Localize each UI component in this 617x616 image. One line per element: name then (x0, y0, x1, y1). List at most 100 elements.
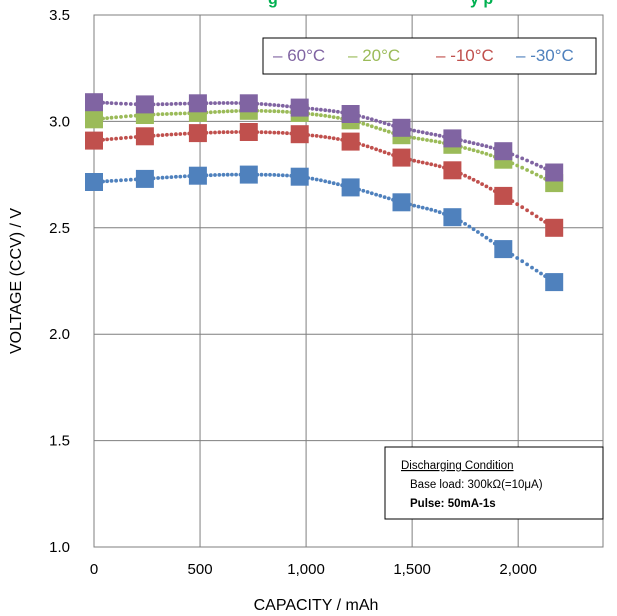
trend-dot (156, 112, 161, 117)
legend-label-20c: 20°C (362, 46, 400, 65)
trend-dot (382, 195, 387, 200)
trend-dot (484, 184, 489, 189)
data-point (341, 132, 360, 151)
trend-dot (378, 148, 383, 153)
trend-dot (386, 151, 391, 156)
trend-dot (369, 191, 374, 196)
trend-dot (314, 177, 319, 182)
trend-dot (280, 109, 285, 114)
trend-dot (230, 109, 234, 114)
trend-dot (280, 173, 285, 178)
trend-dot (382, 150, 387, 155)
series--10c (85, 123, 564, 237)
trend-dot (182, 131, 187, 136)
trend-dot (365, 144, 370, 149)
trend-dot (365, 116, 370, 120)
trend-dot (178, 174, 183, 179)
legend-dash-20c: – (348, 46, 362, 65)
trend-dot (534, 214, 539, 219)
trend-dot (530, 211, 534, 216)
trend-dot (433, 139, 438, 144)
trend-dot (160, 175, 165, 180)
legend-entry-20c: – 20°C (348, 46, 400, 65)
trend-dot (119, 115, 123, 119)
trend-dot (429, 138, 434, 143)
trend-dot (259, 130, 264, 135)
trend-dot (160, 112, 165, 116)
trend-dot (276, 103, 281, 108)
trend-dot (119, 136, 123, 141)
trend-dot (169, 111, 174, 116)
trend-dot (109, 115, 114, 120)
trend-dot (437, 164, 442, 169)
trend-dot (386, 122, 391, 127)
trend-dot (276, 130, 281, 135)
trend-dot (208, 173, 213, 178)
trend-dot (285, 104, 289, 109)
trend-dot (178, 111, 183, 116)
data-point (290, 125, 309, 144)
trend-dot (319, 178, 323, 183)
legend-label-m30c: -30°C (530, 46, 574, 65)
trend-dot (213, 101, 217, 105)
legend: – 60°C – 20°C – -10°C – -30°C (262, 37, 597, 75)
trend-dot (429, 162, 434, 167)
trend-dot (280, 103, 285, 108)
trend-dot (259, 109, 264, 113)
trend-dot (336, 137, 340, 141)
trend-dot (213, 110, 217, 114)
trend-dot (365, 190, 370, 194)
trend-dot (420, 130, 425, 135)
trend-dot (488, 153, 493, 158)
trend-dot (114, 178, 118, 183)
trend-dot (520, 156, 525, 161)
data-point (443, 208, 462, 227)
data-point (135, 95, 154, 114)
data-point (239, 123, 258, 141)
data-point (494, 240, 513, 259)
trend-dot (420, 160, 425, 165)
series-60c (85, 93, 564, 182)
trend-dot (530, 170, 534, 175)
x-tick-label: 2,000 (499, 561, 537, 578)
y-axis-label: VOLTAGE (CCV) / V (8, 208, 25, 354)
trend-dot (433, 132, 438, 137)
data-point (85, 110, 103, 129)
trend-dot (467, 175, 472, 180)
trend-dot (433, 163, 438, 168)
trend-dot (331, 109, 336, 114)
trend-dot (208, 110, 213, 115)
trend-dot (480, 150, 484, 155)
trend-dot (230, 101, 234, 105)
trend-dot (124, 114, 128, 119)
trend-dot (429, 207, 434, 212)
data-point (188, 94, 207, 113)
y-tick-label: 3.5 (49, 7, 70, 24)
trend-dot (276, 173, 281, 178)
trend-dot (268, 109, 272, 113)
trend-dot (331, 115, 336, 119)
trend-dot (437, 140, 442, 145)
y-tick-label: 2.5 (49, 220, 70, 237)
data-point (239, 165, 258, 184)
trend-dot (272, 130, 277, 135)
trend-dot (169, 132, 174, 137)
y-tick-label: 2.0 (49, 326, 70, 343)
trend-dot (378, 127, 383, 131)
trend-dot (378, 193, 383, 198)
trend-dot (174, 111, 178, 116)
data-point (290, 98, 309, 117)
trend-dot (128, 114, 133, 118)
trend-dot (310, 112, 315, 117)
trend-dot (323, 108, 328, 113)
trend-dot (268, 130, 272, 135)
trend-dot (160, 102, 165, 107)
trend-dot (156, 176, 161, 180)
data-point (341, 105, 360, 123)
x-tick-label: 0 (90, 561, 98, 578)
trend-dot (327, 180, 332, 185)
y-tick-label: 3.0 (49, 113, 70, 130)
chart-title-suffix: y p (470, 0, 493, 8)
trend-dot (169, 175, 174, 180)
